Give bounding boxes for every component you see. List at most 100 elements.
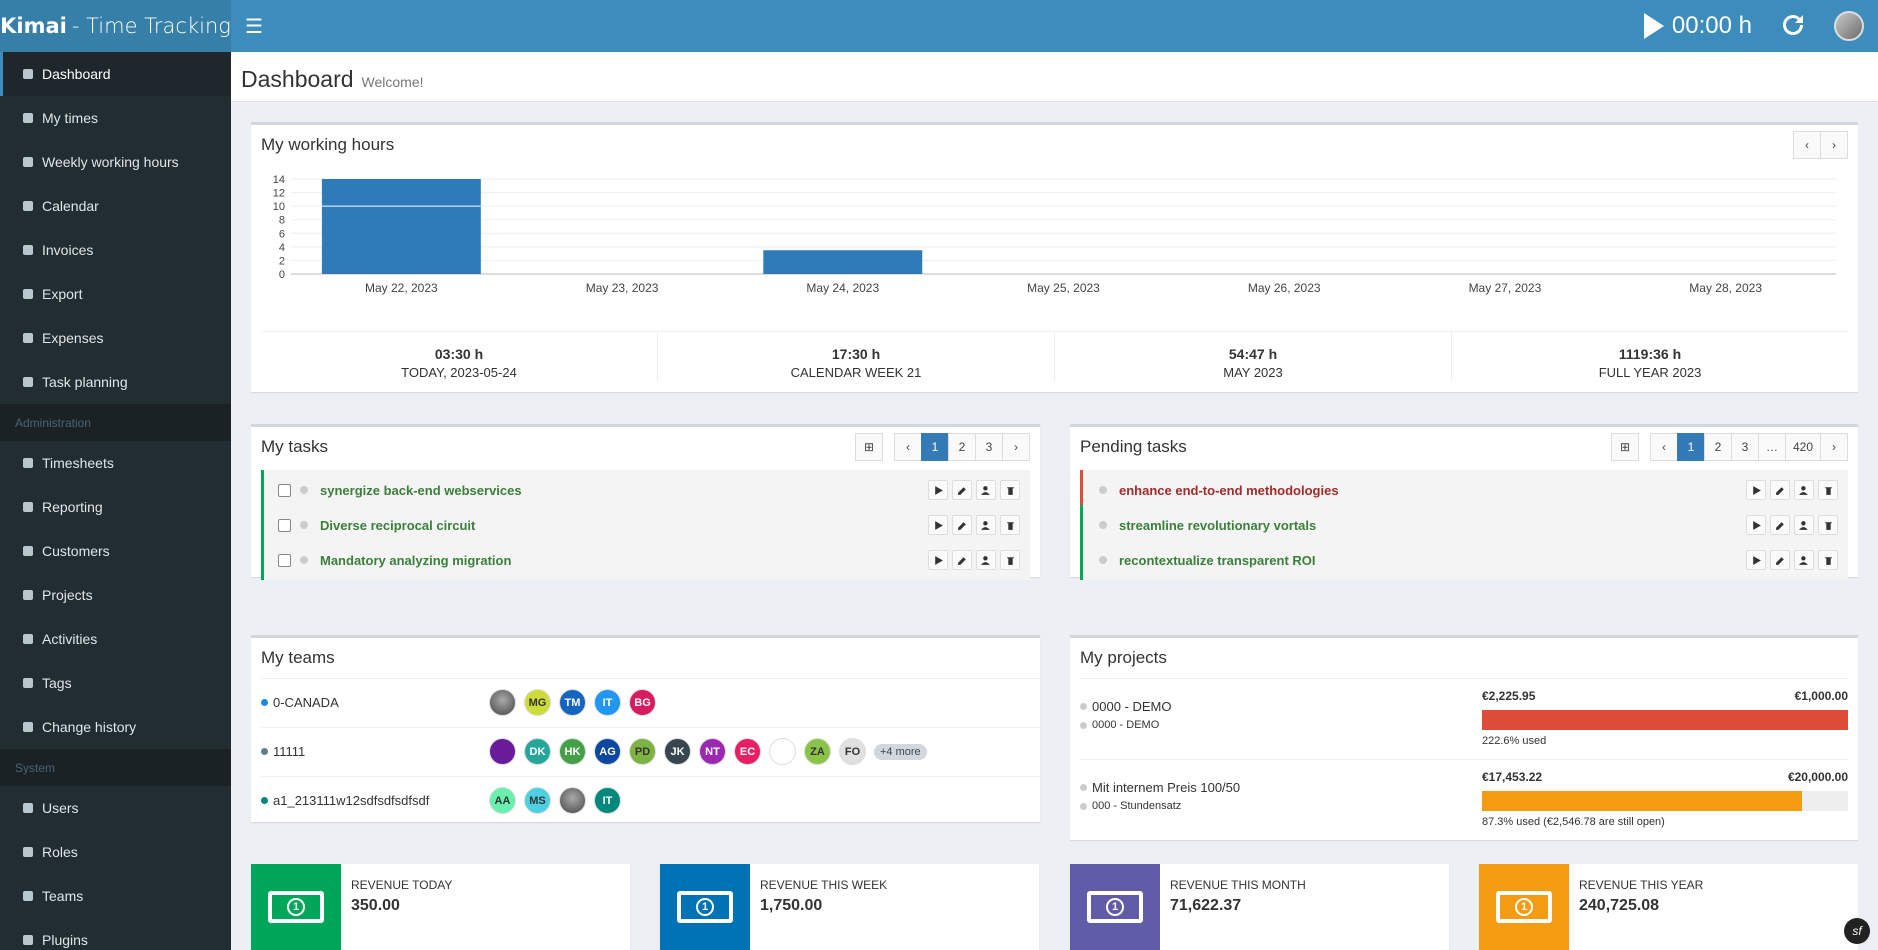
edit-task-button[interactable] [1770,550,1790,570]
page-button[interactable]: 420 [1784,433,1821,461]
team-member-avatar[interactable]: MG [524,689,551,716]
edit-task-button[interactable] [1770,515,1790,535]
team-member-avatar[interactable]: DK [524,738,551,765]
nav-item-change-history[interactable]: Change history [0,705,231,749]
team-member-avatar[interactable] [769,738,796,765]
nav-item-teams[interactable]: Teams [0,874,231,918]
menu-toggle-icon[interactable]: ☰ [245,15,263,38]
team-member-avatar[interactable]: IT [594,787,621,814]
team-member-avatar[interactable]: BG [629,689,656,716]
next-page-button[interactable]: › [1820,433,1848,461]
chart-next-button[interactable]: › [1820,131,1848,159]
nav-item-plugins[interactable]: Plugins [0,918,231,950]
nav-item-calendar[interactable]: Calendar [0,184,231,228]
nav-item-roles[interactable]: Roles [0,830,231,874]
task-title[interactable]: synergize back-end webservices [320,482,522,498]
team-member-avatar[interactable] [489,689,516,716]
team-member-avatar[interactable]: JK [664,738,691,765]
team-member-avatar[interactable]: NT [699,738,726,765]
toggle-view-button[interactable]: ⊞ [1610,433,1639,461]
nav-item-dashboard[interactable]: Dashboard [0,52,231,96]
chart-prev-button[interactable]: ‹ [1793,131,1821,159]
team-member-avatar[interactable]: PD [629,738,656,765]
delete-task-button[interactable] [1818,515,1838,535]
delete-task-button[interactable] [1000,480,1020,500]
nav-item-task-planning[interactable]: Task planning [0,360,231,404]
edit-task-button[interactable] [952,515,972,535]
task-row[interactable]: recontextualize transparent ROI [1080,540,1848,580]
next-page-button[interactable]: › [1002,433,1030,461]
nav-item-users[interactable]: Users [0,786,231,830]
task-checkbox[interactable] [278,553,291,567]
start-task-button[interactable] [1746,515,1766,535]
edit-task-button[interactable] [1770,480,1790,500]
nav-item-invoices[interactable]: Invoices [0,228,231,272]
team-name[interactable]: 0-CANADA [273,695,339,710]
team-member-avatar[interactable]: HK [559,738,586,765]
team-member-avatar[interactable]: IT [594,689,621,716]
team-member-avatar[interactable]: EC [734,738,761,765]
task-row[interactable]: synergize back-end webservices [261,470,1030,510]
team-member-avatar[interactable]: ZA [804,738,831,765]
project-name[interactable]: 0000 - DEMO [1092,699,1172,714]
task-row[interactable]: enhance end-to-end methodologies [1080,470,1848,510]
delete-task-button[interactable] [1000,515,1020,535]
team-member-avatar[interactable] [489,738,516,765]
symfony-toolbar-icon[interactable]: sf [1844,918,1870,944]
prev-page-button[interactable]: ‹ [1649,433,1678,461]
team-member-avatar[interactable] [559,787,586,814]
nav-item-activities[interactable]: Activities [0,617,231,661]
delete-task-button[interactable] [1818,550,1838,570]
task-title[interactable]: enhance end-to-end methodologies [1119,482,1339,498]
task-checkbox[interactable] [278,518,291,532]
nav-item-customers[interactable]: Customers [0,529,231,573]
start-timer-button[interactable]: 00:00 h [1642,12,1752,40]
page-button[interactable]: 2 [948,433,976,461]
page-button[interactable]: 3 [1730,433,1759,461]
prev-page-button[interactable]: ‹ [894,433,922,461]
user-avatar[interactable] [1834,11,1864,41]
nav-item-weekly-working-hours[interactable]: Weekly working hours [0,140,231,184]
toggle-view-button[interactable]: ⊞ [855,433,883,461]
team-member-avatar[interactable]: FO [839,738,866,765]
task-title[interactable]: streamline revolutionary vortals [1119,517,1317,533]
page-button[interactable]: 3 [975,433,1003,461]
team-name[interactable]: a1_213111w12sdfsdfsdfsdf [273,793,430,808]
page-button[interactable]: 1 [1676,433,1705,461]
assign-task-button[interactable] [976,515,996,535]
assign-task-button[interactable] [1794,550,1814,570]
project-name[interactable]: Mit internem Preis 100/50 [1092,780,1241,795]
nav-item-export[interactable]: Export [0,272,231,316]
app-logo[interactable]: Kimai - Time Tracking [0,0,231,52]
nav-item-expenses[interactable]: Expenses [0,316,231,360]
nav-item-projects[interactable]: Projects [0,573,231,617]
nav-item-tags[interactable]: Tags [0,661,231,705]
assign-task-button[interactable] [976,550,996,570]
page-button[interactable]: 1 [921,433,949,461]
page-button[interactable]: … [1757,433,1786,461]
start-task-button[interactable] [1746,480,1766,500]
edit-task-button[interactable] [952,550,972,570]
refresh-icon[interactable] [1780,12,1806,41]
team-member-avatar[interactable]: AA [489,787,516,814]
assign-task-button[interactable] [1794,515,1814,535]
assign-task-button[interactable] [976,480,996,500]
task-row[interactable]: streamline revolutionary vortals [1080,505,1848,545]
start-task-button[interactable] [928,550,948,570]
task-title[interactable]: recontextualize transparent ROI [1119,552,1316,568]
team-name[interactable]: 11111 [273,744,306,759]
start-task-button[interactable] [928,480,948,500]
task-checkbox[interactable] [278,483,291,497]
assign-task-button[interactable] [1794,480,1814,500]
start-task-button[interactable] [928,515,948,535]
delete-task-button[interactable] [1000,550,1020,570]
start-task-button[interactable] [1746,550,1766,570]
team-member-avatar[interactable]: TM [559,689,586,716]
task-row[interactable]: Diverse reciprocal circuit [261,505,1030,545]
task-title[interactable]: Mandatory analyzing migration [320,552,512,568]
nav-item-timesheets[interactable]: Timesheets [0,441,231,485]
delete-task-button[interactable] [1818,480,1838,500]
team-member-avatar[interactable]: MS [524,787,551,814]
team-member-avatar[interactable]: AG [594,738,621,765]
edit-task-button[interactable] [952,480,972,500]
